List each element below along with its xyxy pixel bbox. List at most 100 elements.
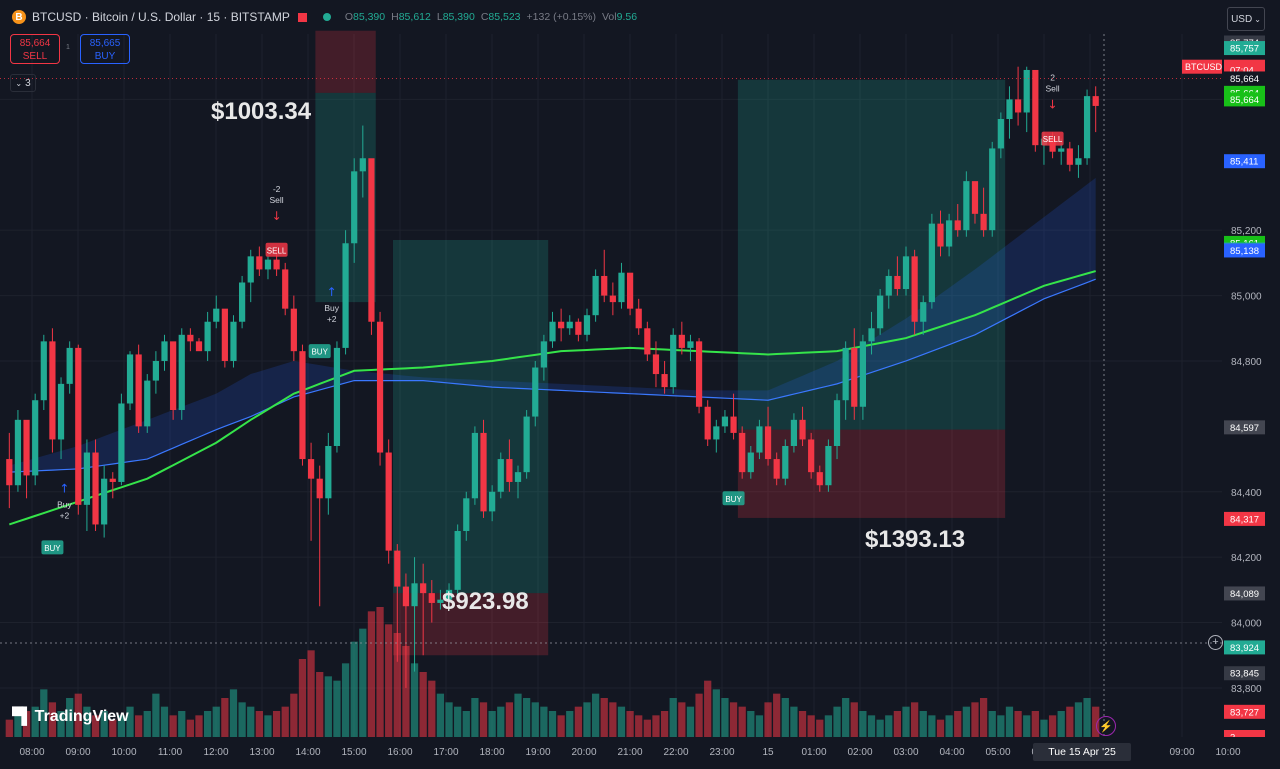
buy-button[interactable]: 85,665 BUY [80, 34, 130, 64]
candle-body [463, 498, 470, 532]
volume-bar [341, 663, 350, 737]
candle-body [221, 308, 228, 361]
volume-bar [272, 711, 281, 737]
volume-bar [979, 698, 988, 737]
y-tick-label: 84,000 [1231, 619, 1262, 630]
flag-icon[interactable] [297, 12, 307, 22]
volume-bar [850, 702, 858, 737]
tradingview-icon: ▀▌ [12, 708, 33, 725]
sell-signal [1041, 131, 1064, 146]
candle-body [575, 321, 582, 335]
signal-text: Buy [324, 303, 339, 313]
volume-bar [212, 706, 220, 737]
sell-signal-label: SELL [267, 246, 287, 255]
volume-bar [833, 706, 841, 737]
candle-body [109, 478, 116, 482]
y-tick-label: 85,200 [1231, 226, 1262, 237]
volume-bar [574, 706, 582, 737]
price-tag [1224, 243, 1265, 258]
volume-bar [557, 715, 565, 737]
symbol-title[interactable]: BTCUSD · Bitcoin / U.S. Dollar · 15 · BI… [32, 10, 290, 24]
volume-bar [540, 706, 548, 737]
candle-body [480, 432, 487, 512]
volume-bar [583, 702, 591, 737]
price-tag-label: 85,411 [1230, 157, 1258, 168]
candle-body [23, 419, 30, 476]
candle-body [756, 426, 763, 453]
candle-body [920, 302, 927, 322]
sell-label: SELL [22, 51, 48, 62]
volume-bar [83, 706, 91, 737]
volume-bar [160, 706, 169, 737]
volume-bar [635, 715, 643, 737]
candle-body [583, 315, 591, 335]
candle-body [652, 354, 660, 375]
candle-body [57, 383, 65, 440]
tradingview-logo[interactable]: ▀▌ TradingView [12, 708, 129, 726]
candle-body [170, 341, 177, 411]
currency-button[interactable]: USD ⌄ [1227, 7, 1265, 31]
volume-bar [591, 693, 600, 737]
bolt-icon[interactable]: ⚡ [1096, 716, 1116, 736]
volume-bar [238, 702, 246, 737]
candle-body [135, 354, 142, 427]
volume-bar [221, 698, 229, 737]
candle-body [670, 334, 677, 388]
volume-bar [333, 680, 341, 737]
indicators-toggle[interactable]: ⌄ 3 [10, 74, 36, 92]
volume-bar [712, 689, 720, 737]
volume-bar [1057, 711, 1065, 737]
volume-bar [729, 702, 738, 737]
candle-body [558, 321, 565, 329]
volume-bar [316, 672, 324, 737]
price-tag [1224, 586, 1265, 601]
buy-label: BUY [94, 51, 116, 62]
candle-body [402, 586, 410, 607]
price-tag-label: 84,597 [1230, 423, 1259, 434]
candle-body [592, 275, 599, 316]
volume-bar [867, 715, 876, 737]
buy-signal [41, 540, 64, 555]
price-tag-label: 85,664 [1230, 95, 1259, 106]
price-tag-label: 84,317 [1230, 514, 1259, 525]
candle-body [506, 459, 513, 482]
ma-blue-line [9, 278, 1096, 473]
volume-bar [523, 698, 531, 737]
candle-body [333, 347, 341, 446]
volume-bar [376, 607, 384, 737]
volume-bar [747, 711, 755, 737]
candle-body [290, 308, 297, 352]
candle-body [92, 452, 99, 525]
volume-bar [566, 711, 574, 737]
volume-bar [936, 719, 945, 737]
sell-button[interactable]: 85,664 SELL [10, 34, 60, 64]
candle-body [532, 367, 539, 417]
volume-bar [893, 711, 902, 737]
volume-bar [229, 689, 238, 737]
profit-label-3: $1393.13 [865, 526, 966, 553]
volume-bar [74, 693, 82, 737]
volume-bar [945, 715, 953, 737]
volume-bar [669, 698, 677, 737]
ma-green-line [8, 270, 1096, 526]
x-tick-label: 09:00 [1169, 747, 1194, 758]
volume-bar [126, 706, 134, 737]
candle-body [704, 406, 711, 440]
stop-zone [315, 30, 376, 93]
candle-body [894, 275, 901, 290]
candle-body [911, 256, 918, 322]
volume-bar [307, 650, 315, 737]
candle-body [540, 341, 547, 368]
price-tag-label: 85,664 [1230, 74, 1259, 85]
buy-signal-label: BUY [44, 544, 61, 553]
candle-body [247, 256, 254, 283]
plus-icon[interactable]: + [1208, 635, 1223, 650]
candle-body [49, 341, 56, 440]
ohlc-close: C85,523 [480, 11, 521, 23]
volume-bar [402, 646, 410, 737]
profit-label-1: $1003.34 [211, 98, 312, 125]
currency-label: USD [1231, 13, 1253, 25]
candle-body [66, 347, 73, 384]
volume-bar [247, 706, 255, 737]
